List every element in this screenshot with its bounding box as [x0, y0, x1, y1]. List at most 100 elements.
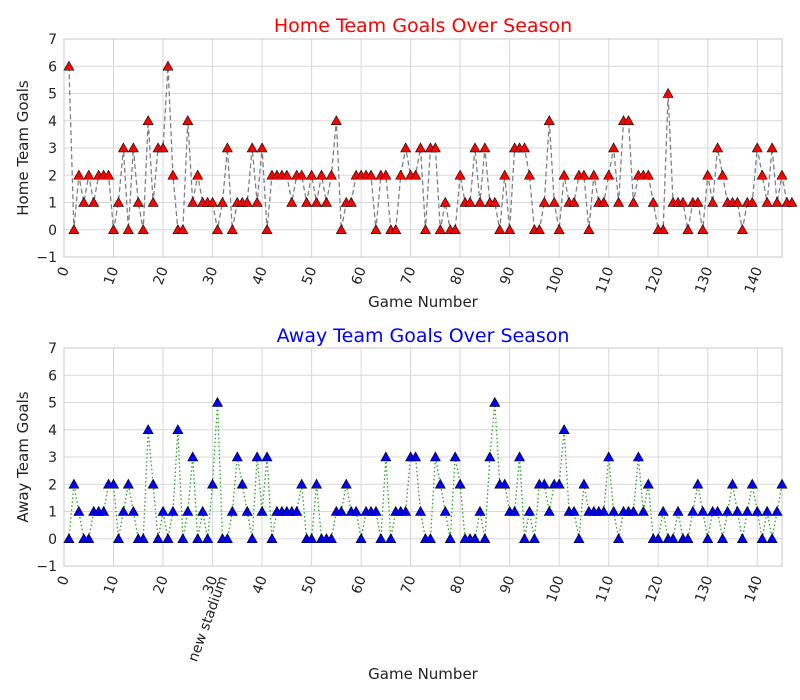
away-data-point	[434, 478, 446, 489]
home-x-tick-label: 10	[101, 265, 122, 287]
away-data-point	[697, 505, 709, 516]
away-data-point	[182, 505, 194, 516]
away-data-point	[375, 533, 387, 544]
home-data-point	[147, 196, 159, 207]
away-data-point	[553, 478, 565, 489]
home-data-point	[464, 196, 476, 207]
away-data-point	[692, 478, 704, 489]
home-data-point	[543, 115, 555, 126]
home-x-tick-label: 40	[250, 265, 271, 287]
away-data-point	[112, 533, 124, 544]
home-data-point	[519, 142, 531, 153]
home-x-tick-label: 70	[398, 265, 419, 287]
home-data-point	[246, 142, 258, 153]
home-data-point	[78, 196, 90, 207]
home-data-point	[731, 196, 743, 207]
home-x-tick-label: 140	[742, 265, 766, 296]
away-data-point	[350, 505, 362, 516]
home-x-ticks: 0 10 20 30 40 50 60 70 80 90 100 110 120 130 140	[55, 265, 766, 296]
home-data-point	[103, 169, 115, 180]
away-data-point	[479, 533, 491, 544]
home-data-point	[662, 87, 674, 98]
away-x-tick-label: 120	[643, 574, 667, 605]
away-data-point	[400, 505, 412, 516]
away-data-point	[652, 533, 664, 544]
home-data-point	[499, 169, 511, 180]
home-data-point	[315, 169, 327, 180]
away-data-point	[380, 451, 392, 462]
away-data-point	[761, 505, 773, 516]
home-data-point	[226, 224, 238, 235]
home-y-tick-label: 7	[48, 32, 57, 48]
home-y-tick-label: 6	[48, 59, 57, 75]
home-x-tick-label: 50	[299, 265, 320, 287]
home-data-point	[622, 115, 635, 126]
away-data-point	[162, 533, 174, 544]
away-data-point	[236, 478, 248, 489]
away-data-point	[296, 478, 308, 489]
home-data-point	[627, 196, 639, 207]
home-data-point	[736, 224, 748, 235]
home-y-ticks: −1 0 1 2 3 4 5 6 7	[36, 32, 57, 266]
home-data-point	[68, 224, 80, 235]
away-data-point	[291, 505, 303, 516]
away-data-point	[117, 505, 129, 516]
away-x-tick-label: 90	[497, 574, 518, 596]
home-data-point	[132, 196, 144, 207]
home-data-point	[187, 196, 199, 207]
home-data-point	[330, 115, 342, 126]
away-data-point	[187, 451, 199, 462]
away-data-point	[261, 451, 273, 462]
away-data-point	[266, 533, 278, 544]
away-data-point	[746, 478, 758, 489]
away-data-point	[108, 478, 120, 489]
home-data-point	[717, 169, 729, 180]
home-series	[63, 60, 798, 235]
home-x-tick-label: 100	[544, 265, 568, 296]
away-data-point	[637, 505, 649, 516]
home-data-point	[211, 224, 224, 235]
home-x-tick-label: 30	[200, 265, 221, 287]
away-data-point	[687, 505, 699, 516]
home-y-tick-label: 0	[48, 223, 57, 239]
away-data-point	[63, 533, 75, 544]
away-x-tick-label: 100	[544, 574, 568, 605]
away-data-point	[558, 424, 570, 435]
away-data-point	[474, 505, 486, 516]
home-data-point	[583, 224, 595, 235]
away-data-point	[722, 505, 734, 516]
home-x-tick-label: 0	[55, 265, 73, 279]
home-data-point	[712, 142, 724, 153]
away-y-tick-label: 1	[48, 505, 57, 521]
home-data-point	[548, 196, 560, 207]
away-data-point	[172, 424, 184, 435]
away-data-point	[127, 505, 139, 516]
away-data-point	[207, 478, 219, 489]
away-data-point	[197, 505, 209, 516]
home-data-point	[261, 224, 273, 235]
away-data-point	[177, 533, 189, 544]
home-data-point	[335, 224, 347, 235]
away-x-tick-label: 70	[398, 574, 419, 596]
home-data-point	[400, 142, 412, 153]
home-data-point	[786, 196, 798, 207]
away-data-point	[385, 533, 397, 544]
home-data-point	[657, 224, 669, 235]
away-data-point	[771, 505, 783, 516]
home-data-point	[137, 224, 149, 235]
home-data-point	[216, 196, 228, 207]
home-data-point	[766, 142, 778, 153]
home-data-point	[365, 169, 377, 180]
home-data-point	[568, 196, 580, 207]
away-plot-frame	[63, 347, 783, 567]
away-data-point	[657, 505, 669, 516]
away-data-point	[167, 505, 179, 516]
away-data-point	[514, 451, 526, 462]
away-data-point	[736, 533, 748, 544]
away-data-point	[454, 478, 466, 489]
away-data-point	[489, 396, 501, 407]
away-data-point	[484, 451, 496, 462]
home-data-point	[588, 169, 600, 180]
away-data-point	[731, 505, 743, 516]
home-data-point	[162, 60, 174, 71]
